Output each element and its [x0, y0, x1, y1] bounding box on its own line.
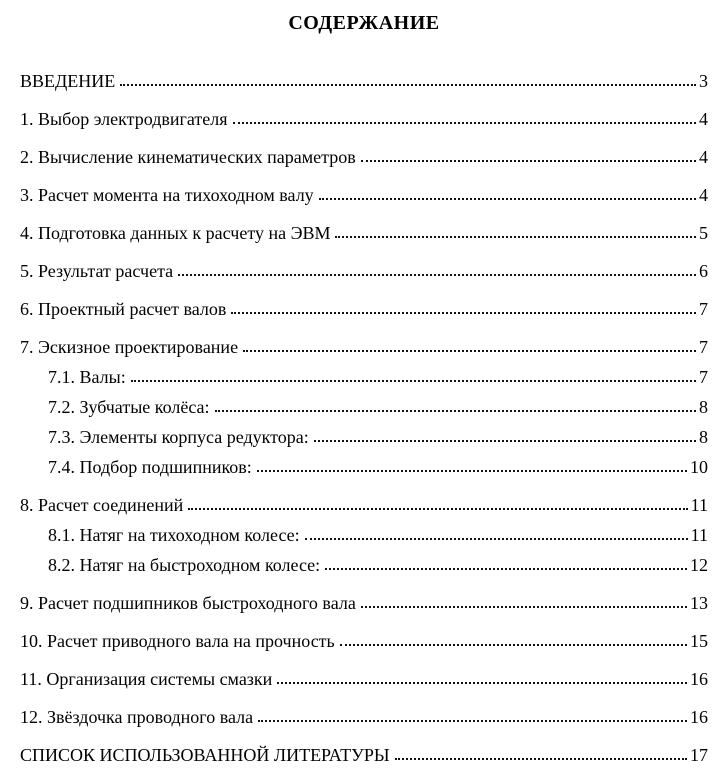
- toc-dotted-leader: [214, 410, 696, 412]
- toc-entry[interactable]: 6. Проектный расчет валов 7: [20, 300, 708, 319]
- toc-entry-page-number: 5: [699, 223, 708, 243]
- toc-entry[interactable]: 5. Результат расчета 6: [20, 262, 708, 281]
- toc-entry-label: 7.1. Валы:: [48, 367, 126, 387]
- toc-entry[interactable]: 2. Вычисление кинематических параметров …: [20, 148, 708, 167]
- toc-entry-label: 7.3. Элементы корпуса редуктора:: [48, 427, 309, 447]
- toc-entry-label: 2. Вычисление кинематических параметров: [20, 147, 356, 167]
- toc-dotted-leader: [325, 568, 687, 570]
- toc-entry-page-number: 13: [690, 593, 708, 613]
- toc-entry[interactable]: 3. Расчет момента на тихоходном валу 4: [20, 186, 708, 205]
- toc-dotted-leader: [120, 84, 696, 86]
- toc-dotted-leader: [394, 758, 687, 760]
- toc-entry-label: 7.4. Подбор подшипников:: [48, 457, 252, 477]
- toc-entry-label: 7. Эскизное проектирование: [20, 337, 239, 357]
- toc-dotted-leader: [256, 470, 687, 472]
- toc-entry-page-number: 7: [699, 337, 708, 357]
- toc-entry-label: 4. Подготовка данных к расчету на ЭВМ: [20, 223, 331, 243]
- toc-entry-label: 12. Звёздочка проводного вала: [20, 707, 254, 727]
- toc-dotted-leader: [243, 350, 696, 352]
- toc-entry-page-number: 4: [699, 147, 708, 167]
- toc-entry-label: 5. Результат расчета: [20, 261, 174, 281]
- toc-entry-label: 8. Расчет соединений: [20, 495, 184, 515]
- toc-dotted-leader: [339, 644, 687, 646]
- toc-entry-label: ВВЕДЕНИЕ: [20, 71, 116, 91]
- toc-entry-page-number: 15: [690, 631, 708, 651]
- toc-entry-label: 1. Выбор электродвигателя: [20, 109, 228, 129]
- toc-entry-page-number: 8: [699, 397, 708, 417]
- toc-dotted-leader: [231, 312, 696, 314]
- toc-entry-label: 10. Расчет приводного вала на прочность: [20, 631, 335, 651]
- toc-entry-page-number: 12: [690, 555, 708, 575]
- toc-entry-label: 8.2. Натяг на быстроходном колесе:: [48, 555, 321, 575]
- toc-entry-page-number: 4: [699, 109, 708, 129]
- toc-dotted-leader: [277, 682, 687, 684]
- toc-dotted-leader: [360, 606, 687, 608]
- toc-entry-page-number: 10: [690, 457, 708, 477]
- toc-entry-page-number: 7: [699, 299, 708, 319]
- toc-entry[interactable]: 10. Расчет приводного вала на прочность …: [20, 632, 708, 651]
- toc-entry-page-number: 11: [690, 525, 708, 545]
- toc-entry[interactable]: 7.1. Валы: 7: [20, 368, 708, 387]
- toc-entry-page-number: 11: [690, 495, 708, 515]
- toc-entry-label: СПИСОК ИСПОЛЬЗОВАННОЙ ЛИТЕРАТУРЫ: [20, 745, 390, 765]
- toc-entry[interactable]: 1. Выбор электродвигателя 4: [20, 110, 708, 129]
- toc-entry[interactable]: 12. Звёздочка проводного вала 16: [20, 708, 708, 727]
- toc-dotted-leader: [130, 380, 696, 382]
- toc-dotted-leader: [258, 720, 687, 722]
- toc-entry-label: 9. Расчет подшипников быстроходного вала: [20, 593, 356, 613]
- toc-entry-page-number: 3: [699, 71, 708, 91]
- toc-entry[interactable]: 7.4. Подбор подшипников: 10: [20, 458, 708, 477]
- toc-entry[interactable]: 7.2. Зубчатые колёса: 8: [20, 398, 708, 417]
- toc-entry-page-number: 17: [690, 745, 708, 765]
- toc-entry[interactable]: 8. Расчет соединений 11: [20, 496, 708, 515]
- toc-dotted-leader: [318, 198, 696, 200]
- toc-entry[interactable]: 8.2. Натяг на быстроходном колесе: 12: [20, 556, 708, 575]
- toc-entry-page-number: 16: [690, 669, 708, 689]
- toc-entry[interactable]: 11. Организация системы смазки 16: [20, 670, 708, 689]
- toc-dotted-leader: [178, 274, 696, 276]
- toc-dotted-leader: [232, 122, 696, 124]
- toc-entry[interactable]: 7. Эскизное проектирование 7: [20, 338, 708, 357]
- toc-entry-label: 11. Организация системы смазки: [20, 669, 273, 689]
- toc-dotted-leader: [188, 508, 688, 510]
- toc-entry[interactable]: ВВЕДЕНИЕ 3: [20, 72, 708, 91]
- toc-dotted-leader: [304, 538, 688, 540]
- toc-entry-label: 3. Расчет момента на тихоходном валу: [20, 185, 314, 205]
- toc-entry[interactable]: 7.3. Элементы корпуса редуктора: 8: [20, 428, 708, 447]
- toc-entry-label: 8.1. Натяг на тихоходном колесе:: [48, 525, 300, 545]
- toc-entry-page-number: 16: [690, 707, 708, 727]
- toc-list: ВВЕДЕНИЕ 3 1. Выбор электродвигателя 4 2…: [20, 72, 708, 765]
- toc-entry[interactable]: СПИСОК ИСПОЛЬЗОВАННОЙ ЛИТЕРАТУРЫ 17: [20, 746, 708, 765]
- toc-entry-label: 6. Проектный расчет валов: [20, 299, 227, 319]
- toc-entry[interactable]: 8.1. Натяг на тихоходном колесе: 11: [20, 526, 708, 545]
- toc-entry[interactable]: 4. Подготовка данных к расчету на ЭВМ 5: [20, 224, 708, 243]
- toc-dotted-leader: [313, 440, 696, 442]
- toc-dotted-leader: [335, 236, 696, 238]
- toc-entry-label: 7.2. Зубчатые колёса:: [48, 397, 210, 417]
- toc-entry-page-number: 6: [699, 261, 708, 281]
- toc-entry-page-number: 8: [699, 427, 708, 447]
- toc-dotted-leader: [360, 160, 696, 162]
- toc-entry-page-number: 7: [699, 367, 708, 387]
- toc-entry-page-number: 4: [699, 185, 708, 205]
- toc-entry[interactable]: 9. Расчет подшипников быстроходного вала…: [20, 594, 708, 613]
- toc-title: СОДЕРЖАНИЕ: [288, 12, 440, 34]
